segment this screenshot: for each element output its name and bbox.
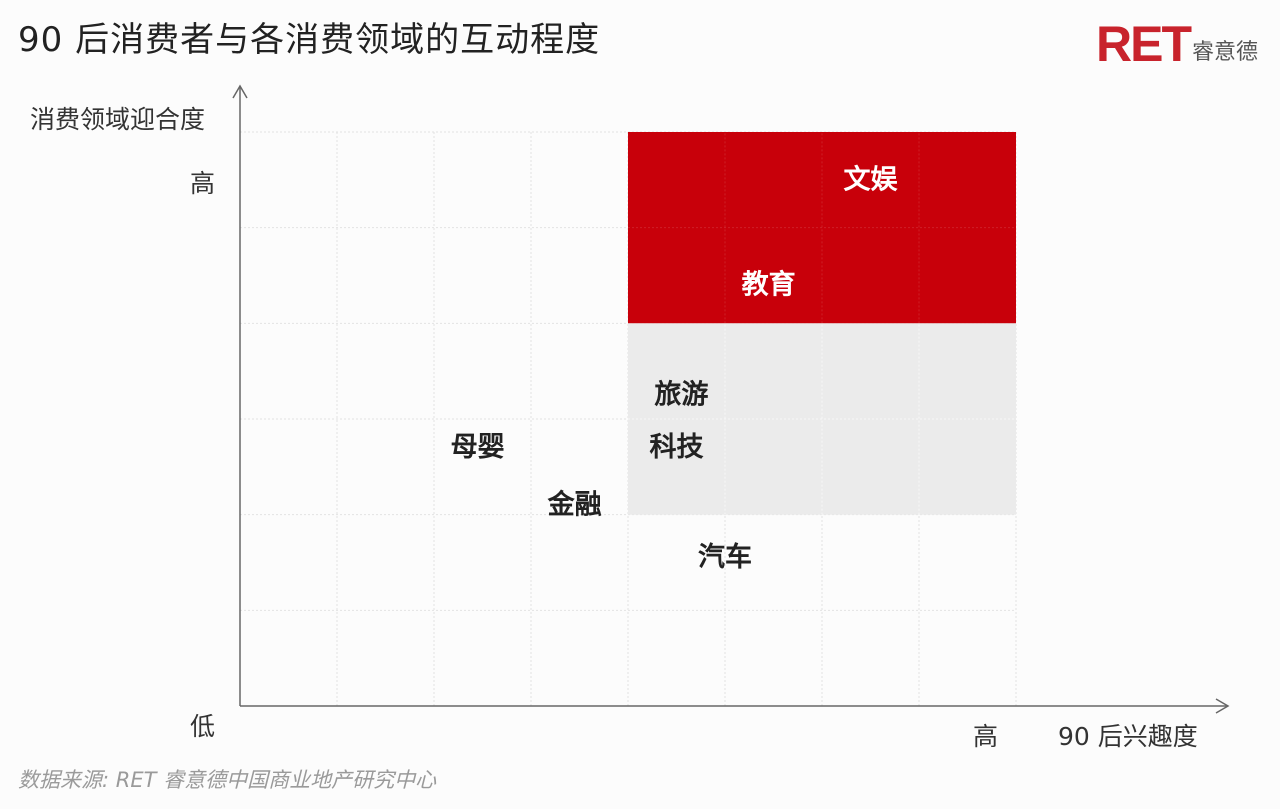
y-axis-arrow-icon: [232, 84, 248, 99]
y-axis-label: 消费领域迎合度: [30, 105, 205, 134]
point-label: 母婴: [451, 432, 505, 463]
brand-logo: RET 睿意德: [1095, 16, 1258, 72]
logo-mark: RET: [1095, 16, 1192, 72]
point-label: 金融: [547, 489, 602, 521]
point-label: 旅游: [654, 379, 708, 411]
point-label: 科技: [650, 432, 704, 463]
zone-high: [628, 132, 1016, 324]
label-layer: 消费领域迎合度高低高 90 后兴趣度: [30, 105, 1198, 751]
zone-layer: [628, 132, 1016, 515]
point-label: 文娱: [844, 163, 899, 195]
point-label: 汽车: [698, 541, 752, 573]
page-title: 90 后消费者与各消费领域的互动程度: [18, 20, 601, 60]
data-source-note: 数据来源: RET 睿意德中国商业地产研究中心: [18, 768, 437, 792]
logo-name: 睿意德: [1191, 40, 1258, 65]
axis-layer: [232, 84, 1230, 714]
origin-label: 低: [190, 712, 215, 741]
point-label: 教育: [742, 269, 796, 301]
y-tick-high: 高: [190, 169, 215, 198]
x-tick-high: 高: [973, 722, 998, 751]
x-axis-label: 90 后兴趣度: [1058, 722, 1198, 751]
x-axis-arrow-icon: [1215, 698, 1230, 714]
